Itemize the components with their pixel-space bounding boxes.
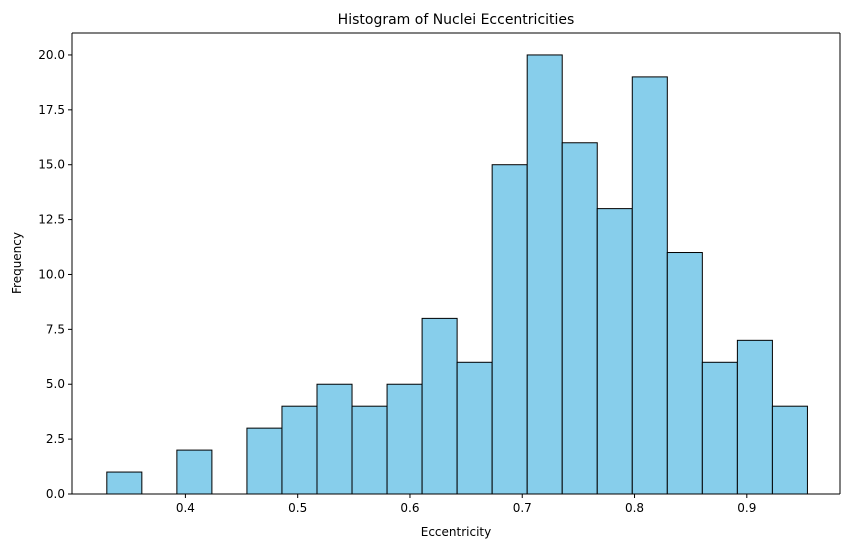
y-tick-label: 15.0 (38, 158, 65, 172)
histogram-bar (596, 208, 633, 495)
y-axis-label: Frequency (10, 232, 24, 294)
histogram-bar (771, 405, 808, 495)
x-tick-label: 0.5 (288, 501, 307, 515)
y-tick-label: 17.5 (38, 103, 65, 117)
histogram-bar (526, 54, 563, 495)
histogram-bar (456, 361, 493, 495)
y-tick-label: 5.0 (46, 377, 65, 391)
histogram-bar (736, 339, 773, 495)
x-axis-label: Eccentricity (421, 525, 491, 539)
y-tick-label: 0.0 (46, 487, 65, 501)
histogram-bar (631, 76, 668, 495)
histogram-bar (666, 252, 703, 495)
x-tick-label: 0.4 (176, 501, 195, 515)
histogram-bar (316, 383, 353, 495)
x-tick-label: 0.9 (737, 501, 756, 515)
chart-title: Histogram of Nuclei Eccentricities (338, 12, 575, 28)
y-tick-label: 20.0 (38, 48, 65, 62)
histogram-bar (351, 405, 388, 495)
histogram-bar (246, 427, 283, 495)
histogram-bar (386, 383, 423, 495)
y-tick-label: 10.0 (38, 267, 65, 281)
x-tick-label: 0.8 (625, 501, 644, 515)
histogram-bar (701, 361, 738, 495)
histogram-bar (561, 142, 598, 495)
histogram-bar (106, 471, 143, 495)
histogram-bar (176, 449, 213, 495)
x-tick-label: 0.6 (400, 501, 419, 515)
x-tick-label: 0.7 (513, 501, 532, 515)
y-tick-label: 12.5 (38, 213, 65, 227)
y-tick-label: 2.5 (46, 432, 65, 446)
histogram-bar (421, 317, 458, 495)
y-tick-label: 7.5 (46, 322, 65, 336)
histogram-bar (491, 164, 528, 495)
histogram-bar (281, 405, 318, 495)
